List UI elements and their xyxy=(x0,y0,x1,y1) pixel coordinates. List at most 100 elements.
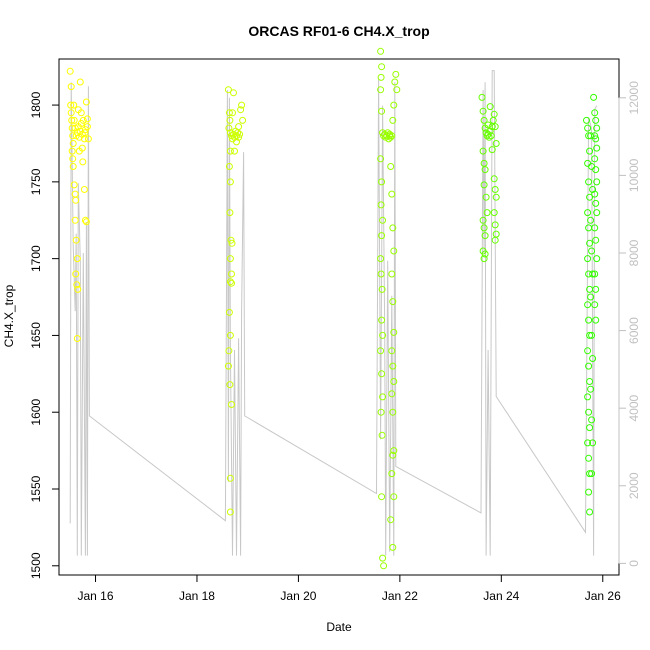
data-point-series-5 xyxy=(586,147,594,155)
data-point-series-5 xyxy=(592,166,600,174)
data-point-series-5 xyxy=(585,488,593,496)
data-point-series-4 xyxy=(486,103,494,111)
data-point-series-4 xyxy=(491,123,499,131)
data-point-series-3 xyxy=(390,378,398,385)
data-point-series-3 xyxy=(379,393,387,401)
data-point-series-1 xyxy=(70,116,78,124)
data-point-series-2 xyxy=(226,508,234,516)
data-point-series-5 xyxy=(585,362,593,370)
x-tick-label: Jan 20 xyxy=(280,589,316,603)
data-point-series-3 xyxy=(389,543,397,551)
data-point-series-5 xyxy=(585,316,593,324)
data-point-series-5 xyxy=(591,155,599,163)
data-point-series-2 xyxy=(226,116,234,124)
data-point-series-3 xyxy=(388,132,396,140)
data-point-series-5 xyxy=(586,193,594,201)
data-point-series-5 xyxy=(584,255,592,263)
data-point-series-2 xyxy=(226,178,234,186)
data-point-series-3 xyxy=(378,107,386,115)
data-point-series-3 xyxy=(387,516,395,524)
data-point-series-5 xyxy=(585,408,593,416)
data-point-series-5 xyxy=(584,209,592,217)
data-point-series-2 xyxy=(225,109,233,117)
data-point-series-3 xyxy=(388,470,396,478)
data-point-series-1 xyxy=(80,186,88,193)
data-point-series-5 xyxy=(586,470,594,478)
data-point-series-2 xyxy=(226,209,234,217)
data-point-series-2 xyxy=(231,147,238,155)
data-point-series-3 xyxy=(377,270,385,278)
data-point-series-4 xyxy=(491,186,499,193)
data-point-series-4 xyxy=(492,193,500,201)
data-point-series-5 xyxy=(588,163,596,170)
data-point-series-2 xyxy=(238,101,246,109)
x-tick-label: Jan 22 xyxy=(382,589,418,603)
data-point-series-2 xyxy=(235,123,243,131)
data-point-series-4 xyxy=(490,110,498,118)
data-point-series-3 xyxy=(379,554,387,562)
data-point-series-2 xyxy=(225,163,233,170)
data-point-series-4 xyxy=(486,127,494,135)
data-point-series-5 xyxy=(592,285,600,293)
data-point-series-3 xyxy=(387,133,395,141)
data-point-series-1 xyxy=(76,78,84,86)
data-point-series-2 xyxy=(226,331,234,339)
y-tick-label: 1550 xyxy=(29,475,43,502)
data-point-series-1 xyxy=(79,158,87,166)
data-point-series-5 xyxy=(584,347,592,355)
data-point-series-2 xyxy=(228,279,235,287)
data-point-series-3 xyxy=(377,47,385,55)
x-tick-label: Jan 26 xyxy=(585,589,621,603)
secondary-series-line xyxy=(69,70,598,556)
data-point-series-3 xyxy=(389,408,397,416)
data-point-series-3 xyxy=(378,178,386,186)
data-point-series-4 xyxy=(483,209,491,217)
data-point-series-5 xyxy=(588,331,596,339)
data-point-series-2 xyxy=(224,362,232,370)
data-point-series-4 xyxy=(480,181,488,189)
data-point-series-5 xyxy=(585,454,593,462)
data-point-series-1 xyxy=(71,216,79,224)
data-point-series-4 xyxy=(489,116,497,124)
data-point-series-4 xyxy=(492,230,500,238)
data-point-series-1 xyxy=(70,101,78,109)
data-point-series-4 xyxy=(481,166,489,174)
data-point-series-1 xyxy=(78,144,86,152)
y-axis-label: CH4.X_trop xyxy=(2,284,16,347)
y2-tick-label: 6000 xyxy=(627,317,641,344)
data-point-series-5 xyxy=(589,270,597,278)
data-point-series-3 xyxy=(379,216,387,224)
axes-layer: Jan 16 Jan 18 Jan 20 Jan 22 Jan 24 Jan 26 1500… xyxy=(29,81,641,603)
data-point-series-3 xyxy=(388,390,396,398)
data-point-series-5 xyxy=(584,439,592,447)
data-point-series-3 xyxy=(380,562,388,570)
data-point-series-5 xyxy=(586,424,594,432)
data-point-series-1 xyxy=(67,101,75,109)
data-point-series-5 xyxy=(589,186,597,193)
data-point-series-5 xyxy=(587,293,595,301)
data-point-series-3 xyxy=(377,201,385,209)
plot-frame xyxy=(58,58,620,576)
y-tick-label: 1650 xyxy=(29,322,43,349)
data-point-series-5 xyxy=(591,270,599,278)
data-point-series-5 xyxy=(585,224,593,232)
data-point-series-1 xyxy=(72,236,80,244)
data-point-series-1 xyxy=(84,135,92,143)
chart-title: ORCAS RF01-6 CH4.X_trop xyxy=(248,23,429,39)
data-point-series-4 xyxy=(491,221,499,229)
data-point-series-5 xyxy=(586,508,594,516)
secondary-series-layer xyxy=(69,70,598,556)
data-point-series-3 xyxy=(389,451,397,459)
data-point-series-3 xyxy=(389,116,397,124)
data-point-series-2 xyxy=(239,116,247,124)
data-point-series-4 xyxy=(480,255,488,263)
data-point-series-3 xyxy=(377,86,385,94)
data-point-series-4 xyxy=(480,116,488,124)
data-point-series-3 xyxy=(377,347,385,355)
data-point-series-1 xyxy=(83,115,91,123)
data-point-series-4 xyxy=(484,121,492,129)
data-point-series-5 xyxy=(592,236,600,244)
data-point-series-4 xyxy=(481,232,489,240)
y-tick-label: 1800 xyxy=(29,91,43,118)
